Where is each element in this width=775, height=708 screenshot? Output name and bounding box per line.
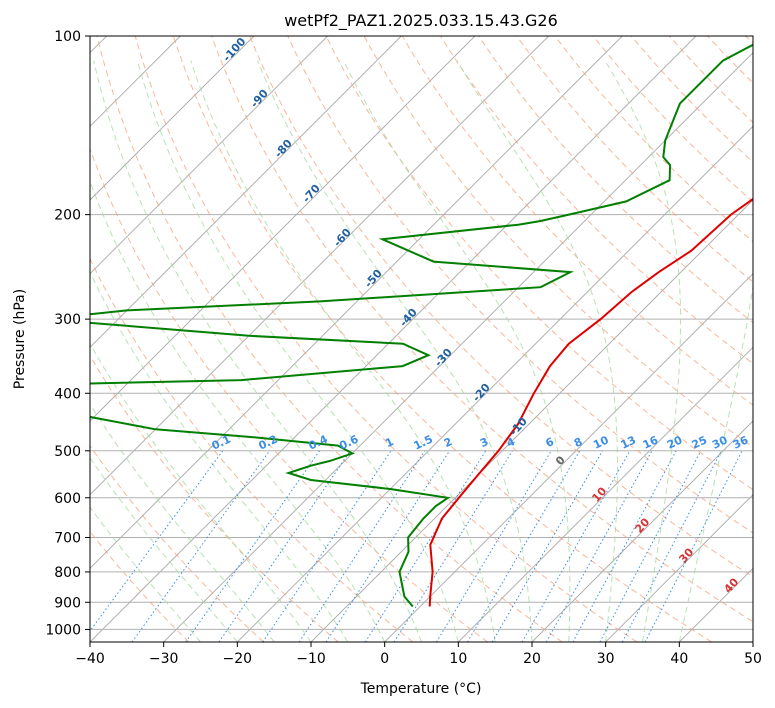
isotherm-line xyxy=(384,272,753,642)
mixing-ratio-line xyxy=(521,450,631,642)
plot-frame xyxy=(89,35,754,643)
mixing-ratio-line xyxy=(131,450,271,642)
profile-lines xyxy=(90,43,753,608)
y-tick-label: 600 xyxy=(54,491,81,507)
mixing-ratio-label: 30 xyxy=(710,433,730,451)
isotherm-line xyxy=(90,36,402,349)
dry-adiabat-line xyxy=(325,36,753,491)
moist-adiabat-line xyxy=(90,342,312,642)
mixing-ratio-label: 36 xyxy=(731,433,751,451)
background-lines xyxy=(90,36,753,642)
moist-adiabat-line xyxy=(257,60,533,642)
x-axis-label: Temperature (°C) xyxy=(360,681,482,697)
moist-adiabat-line xyxy=(90,180,386,642)
mixing-ratio-label: 13 xyxy=(619,433,638,451)
moist-adiabat-line xyxy=(456,60,618,642)
x-tick-label: −30 xyxy=(149,651,179,667)
mixing-ratio-line xyxy=(467,450,581,642)
isotherm-line xyxy=(531,420,753,642)
chart-title: wetPf2_PAZ1.2025.033.15.43.G26 xyxy=(284,11,558,31)
y-tick-label: 100 xyxy=(54,29,81,45)
isotherm-line xyxy=(90,36,550,496)
dry-adiabat-line xyxy=(90,444,264,642)
mixing-ratio-line xyxy=(435,450,552,642)
mixing-ratio-line xyxy=(572,450,677,642)
x-tick-label: 30 xyxy=(597,651,615,667)
dry-adiabat-line xyxy=(172,36,712,642)
x-tick-label: −10 xyxy=(296,651,326,667)
isotherm-line xyxy=(236,125,753,642)
isotherm-line xyxy=(90,36,476,422)
mixing-ratio-label: 25 xyxy=(690,434,709,452)
dry-adiabat-line xyxy=(134,36,638,642)
dry-adiabat-line xyxy=(592,36,753,203)
x-tick-label: 40 xyxy=(670,651,688,667)
dry-adiabat-line xyxy=(630,36,753,163)
isotherm-line xyxy=(163,51,753,642)
y-axis-ticks: 100 200 300 400 500 600 700 800 900 1000 xyxy=(45,29,90,638)
mixing-ratio-label: 16 xyxy=(641,433,661,451)
isotherm-line xyxy=(457,346,753,642)
mixing-ratio-line xyxy=(185,450,320,642)
y-tick-label: 200 xyxy=(54,208,81,224)
x-tick-label: 0 xyxy=(380,651,389,667)
dry-adiabat-line xyxy=(478,36,753,324)
moist-adiabat-line xyxy=(90,270,349,642)
dry-adiabat-line xyxy=(90,257,414,642)
isotherm-line xyxy=(605,493,753,642)
mixing-ratio-label: 10 xyxy=(591,433,611,451)
mixing-ratio-line xyxy=(545,450,653,642)
plot-area xyxy=(90,36,753,642)
mixing-ratio-line xyxy=(491,450,603,642)
y-tick-label: 500 xyxy=(54,444,81,460)
temperature-profile-line xyxy=(428,197,753,607)
isotherm-line xyxy=(752,641,753,642)
isotherm-line xyxy=(90,36,329,275)
isotherm-line xyxy=(90,36,255,201)
y-tick-label: 400 xyxy=(54,386,81,402)
dry-adiabat-line xyxy=(401,36,753,406)
x-tick-label: 20 xyxy=(523,651,541,667)
moist-adiabat-line xyxy=(90,403,275,642)
moist-adiabat-line xyxy=(93,60,422,642)
dry-adiabat-line xyxy=(363,36,753,448)
x-tick-label: 10 xyxy=(449,651,467,667)
y-tick-label: 1000 xyxy=(45,622,81,638)
dry-adiabat-line xyxy=(516,36,753,283)
x-axis-ticks: −40 −30 −20 −10 0 10 20 30 40 50 xyxy=(75,642,762,667)
y-axis-label: Pressure (hPa) xyxy=(12,289,28,389)
moist-adiabat-line xyxy=(190,60,496,642)
mixing-ratio-line xyxy=(599,450,702,642)
y-tick-label: 700 xyxy=(54,531,81,547)
moist-adiabat-line xyxy=(136,60,459,642)
mixing-ratio-line xyxy=(393,450,513,642)
y-tick-label: 300 xyxy=(54,312,81,328)
mixing-ratio-label: 20 xyxy=(665,433,685,451)
dry-adiabat-line xyxy=(211,36,753,623)
x-tick-label: −40 xyxy=(75,651,105,667)
x-tick-label: 50 xyxy=(744,651,762,667)
x-tick-label: −20 xyxy=(223,651,253,667)
y-tick-label: 900 xyxy=(54,595,81,611)
moist-adiabat-line xyxy=(90,506,201,642)
moist-adiabat-line xyxy=(342,60,571,642)
dewpoint-profile-line xyxy=(90,43,753,608)
y-tick-label: 800 xyxy=(54,565,81,581)
dry-adiabat-line xyxy=(249,36,753,578)
moist-adiabat-line xyxy=(604,60,682,642)
mixing-ratio-line xyxy=(364,450,487,642)
moist-adiabat-line xyxy=(90,457,238,642)
